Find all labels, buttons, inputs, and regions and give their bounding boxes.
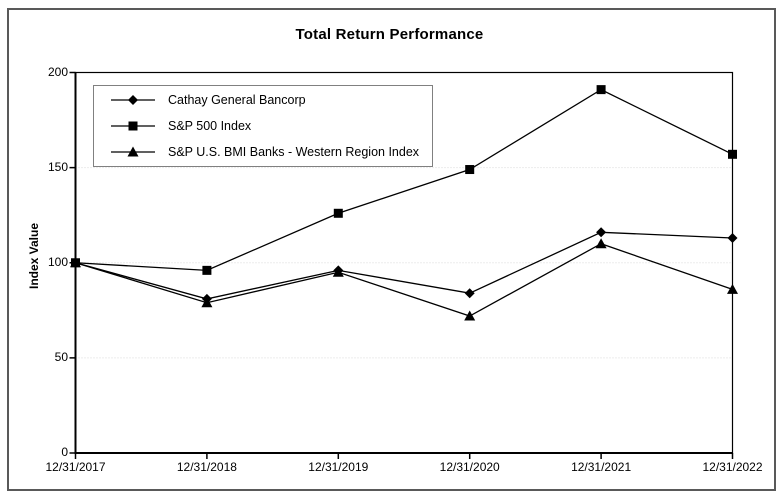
- x-tick-label-12-31-2019: 12/31/2019: [308, 460, 369, 474]
- legend-item-sp-bmi-banks-western: S&P U.S. BMI Banks - Western Region Inde…: [110, 142, 432, 162]
- triangle-marker-icon: [201, 297, 213, 308]
- y-tick-label-100: 100: [47, 254, 68, 269]
- square-marker-icon: [202, 265, 212, 275]
- y-axis-tick-labels: 0 50 100 150 200: [0, 0, 70, 501]
- y-tick-label-50: 50: [54, 349, 68, 364]
- x-tick-label-12-31-2020: 12/31/2020: [439, 460, 500, 474]
- x-axis-tick-labels: 12/31/2017 12/31/2018 12/31/2019 12/31/2020…: [0, 460, 779, 476]
- x-tick-label-12-31-2017: 12/31/2017: [45, 460, 106, 474]
- x-tick-label-12-31-2022: 12/31/2022: [702, 460, 763, 474]
- x-tick-label-12-31-2018: 12/31/2018: [176, 460, 237, 474]
- legend-item-cathay-general-bancorp: Cathay General Bancorp: [110, 90, 432, 110]
- triangle-marker-icon: [595, 238, 607, 249]
- square-marker-icon: [728, 149, 737, 159]
- triangle-marker-icon: [111, 146, 155, 157]
- diamond-marker-icon: [596, 227, 607, 238]
- x-tick-label-12-31-2021: 12/31/2021: [571, 460, 632, 474]
- series-line: [75, 231, 733, 300]
- diamond-marker-icon: [111, 95, 155, 105]
- series-s-p-u-s-bmi-banks-western-region-index: [70, 238, 738, 321]
- legend-item-sp-500-index: S&P 500 Index: [110, 116, 432, 136]
- square-marker-icon: [111, 121, 155, 131]
- square-marker-icon: [465, 165, 475, 175]
- series-line: [75, 88, 733, 272]
- triangle-marker-icon: [464, 310, 476, 321]
- square-marker-icon: [128, 121, 138, 131]
- y-tick-label-150: 150: [47, 159, 68, 174]
- triangle-marker-icon: [332, 266, 344, 277]
- legend-label: S&P U.S. BMI Banks - Western Region Inde…: [168, 145, 420, 159]
- y-tick-label-0: 0: [61, 445, 68, 459]
- square-marker-icon: [596, 85, 606, 95]
- legend-box: Cathay General Bancorp S&P 500 Index S&P…: [93, 85, 433, 167]
- diamond-marker-icon: [464, 288, 475, 299]
- triangle-marker-icon: [727, 283, 738, 294]
- series-cathay-general-bancorp: [70, 227, 738, 304]
- triangle-marker-icon: [127, 146, 139, 157]
- legend-label: S&P 500 Index: [168, 119, 252, 133]
- triangle-marker-icon: [70, 257, 81, 268]
- diamond-marker-icon: [128, 95, 138, 105]
- y-tick-label-200: 200: [47, 64, 68, 79]
- chart-title: Total Return Performance: [295, 26, 484, 43]
- series-line: [75, 243, 733, 317]
- diamond-marker-icon: [727, 233, 738, 244]
- square-marker-icon: [333, 208, 343, 218]
- legend-label: Cathay General Bancorp: [168, 93, 306, 107]
